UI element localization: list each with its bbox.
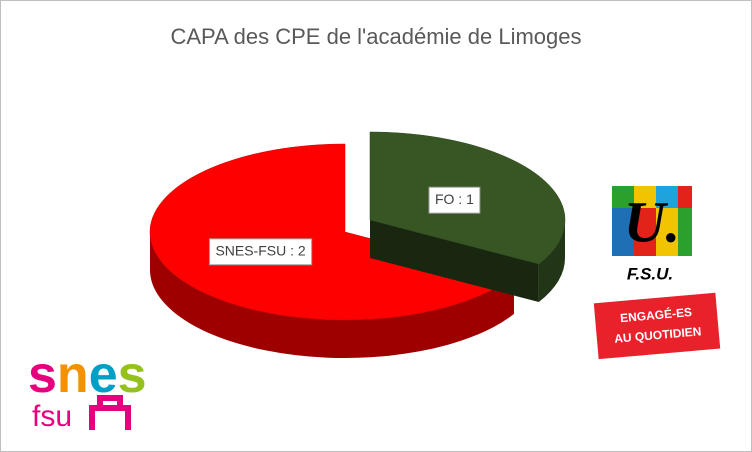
data-label: FO : 1 bbox=[428, 186, 481, 214]
snes-figure bbox=[89, 395, 131, 430]
data-label-text: SNES-FSU : 2 bbox=[215, 243, 305, 259]
logo-square bbox=[656, 186, 678, 208]
slice-face bbox=[370, 220, 539, 302]
logo-square bbox=[612, 186, 634, 208]
data-label-text: FO : 1 bbox=[435, 191, 474, 207]
badge bbox=[593, 292, 721, 360]
logo-square bbox=[612, 208, 634, 256]
label-box bbox=[428, 186, 481, 214]
slice-top bbox=[149, 143, 515, 321]
letter: s bbox=[118, 346, 147, 404]
snes-logo: snes fsu bbox=[28, 346, 147, 433]
slice-side bbox=[150, 232, 514, 358]
fsu-name: F.S.U. bbox=[627, 264, 673, 283]
fsu-logo: U. F.S.U. ENGAGÉ-ES AU QUOTIDIEN bbox=[593, 186, 721, 360]
snes-sub: fsu bbox=[32, 400, 72, 433]
letter: s bbox=[28, 346, 57, 404]
snes-word: snes bbox=[28, 346, 147, 404]
data-label: SNES-FSU : 2 bbox=[208, 238, 313, 266]
logo-square bbox=[634, 208, 656, 256]
logo-square bbox=[634, 186, 656, 208]
label-box bbox=[208, 238, 313, 266]
slice-side bbox=[538, 220, 565, 302]
chart-title: CAPA des CPE de l'académie de Limoges bbox=[170, 24, 581, 49]
pie: SNES-FSU : 2 FO : 1 bbox=[149, 131, 566, 358]
fsu-mark: U. bbox=[624, 189, 680, 254]
logo-square bbox=[678, 186, 692, 208]
badge-line: ENGAGÉ-ES bbox=[619, 304, 692, 325]
logo-square bbox=[656, 208, 678, 256]
letter: e bbox=[89, 346, 118, 404]
letter: n bbox=[57, 346, 89, 404]
logo-square bbox=[678, 208, 692, 256]
